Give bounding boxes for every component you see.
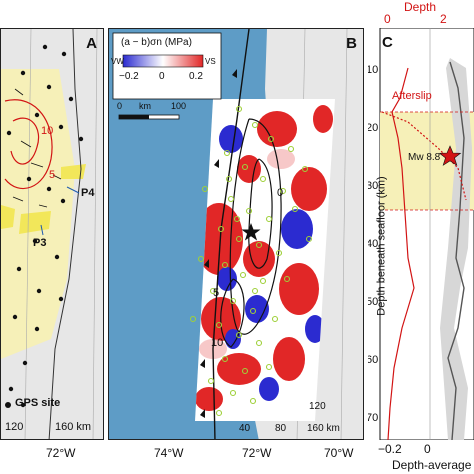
distance-tick: 40 (239, 423, 251, 434)
slip-contour (220, 278, 245, 348)
colorbar (122, 54, 204, 68)
y-tick: 50 (368, 296, 379, 308)
colorbar-right-label: VS (205, 57, 216, 66)
slip-contour (4, 99, 53, 190)
panel-b-map: B (a − b)σn (MPa) VW VS −0.2 0 0.2 0 km … (108, 28, 364, 440)
colorbar-title: (a − b)σn (MPa) (121, 37, 192, 48)
friction-field (195, 99, 335, 421)
colorbar-tick: 0.2 (189, 71, 203, 82)
gps-vectors (12, 88, 62, 208)
y-tick: 30 (368, 180, 379, 192)
afterslip-label: Afterslip (392, 90, 432, 102)
top-axis-tick: 2 (440, 12, 447, 26)
scale-tick: 0 (117, 101, 123, 111)
colorbar-left-label: VW (111, 57, 124, 66)
trench-teeth (200, 69, 237, 418)
slip-contour-label: 10 (41, 125, 54, 137)
x-axis-title: Depth-average (392, 458, 472, 472)
epicenter-star (241, 223, 261, 241)
distance-tick: 160 km (307, 423, 340, 434)
p3-pointer (40, 224, 44, 236)
gps-sites (6, 44, 84, 408)
panel-b-label: B (346, 35, 357, 52)
panel-a-map: A 10 5 P4 P3 GPS site 120 160 km (0, 28, 104, 440)
scale-tick: 120 (5, 421, 24, 433)
gps-site-legend-icon (5, 402, 11, 408)
longitude-tick: 72°W (242, 446, 272, 460)
slip-contour-label: 5 (49, 169, 56, 181)
longitude-tick: 72°W (46, 446, 76, 460)
y-tick: 40 (368, 238, 379, 250)
p4-pointer (66, 186, 80, 194)
y-tick: 60 (368, 354, 379, 366)
scale-tick: 160 km (55, 421, 92, 433)
x-axis-tick: 0 (424, 442, 431, 456)
slip-contour-label: 0 (277, 187, 284, 199)
panel-a-drawing (1, 29, 98, 439)
marker-p4: P4 (81, 187, 95, 199)
distance-tick: 120 (309, 401, 326, 412)
top-axis-tick: 0 (384, 12, 391, 26)
y-axis-title: Depth beneath seafloor (km) (375, 176, 388, 316)
mainshock-label: Mw 8.8 (408, 152, 441, 163)
mainshock-star (438, 145, 462, 166)
afterslip-patch (1, 205, 15, 229)
x-axis-tick: −0.2 (378, 442, 402, 456)
colorbar-tick: −0.2 (119, 71, 139, 82)
colorbar-tick: 0 (159, 71, 165, 82)
afterslip-patch (19, 211, 51, 234)
scale-tick: 100 (171, 101, 187, 111)
depth-average-profile (447, 61, 465, 440)
uncertainty-band (440, 58, 472, 440)
panel-c-profile: C Afterslip Mw 8.8 10 20 30 40 50 60 70 (368, 28, 474, 440)
y-tick: 10 (368, 64, 379, 76)
y-tick: 70 (368, 412, 379, 424)
slip-contour-label: 10 (211, 337, 224, 349)
longitude-tick: 74°W (154, 446, 184, 460)
slip-contour (248, 158, 273, 269)
y-tick: 20 (368, 122, 379, 134)
panel-c-label: C (382, 34, 393, 51)
slip-contour (10, 117, 40, 165)
aftershocks (189, 105, 313, 417)
slip-contour-label: 5 (213, 287, 220, 299)
marker-p3: P3 (33, 237, 47, 249)
panel-b-drawing (112, 29, 363, 439)
afterslip-patch (61, 164, 86, 179)
coastline (48, 29, 82, 439)
distance-tick: 80 (275, 423, 287, 434)
longitude-tick: 70°W (324, 446, 354, 460)
slip-contour (229, 118, 282, 335)
scale-unit: km (139, 101, 151, 111)
panel-a-label: A (86, 35, 97, 52)
panel-c-drawing (379, 28, 474, 440)
top-axis-title: Depth (404, 0, 437, 14)
gps-site-legend: GPS site (15, 397, 61, 409)
